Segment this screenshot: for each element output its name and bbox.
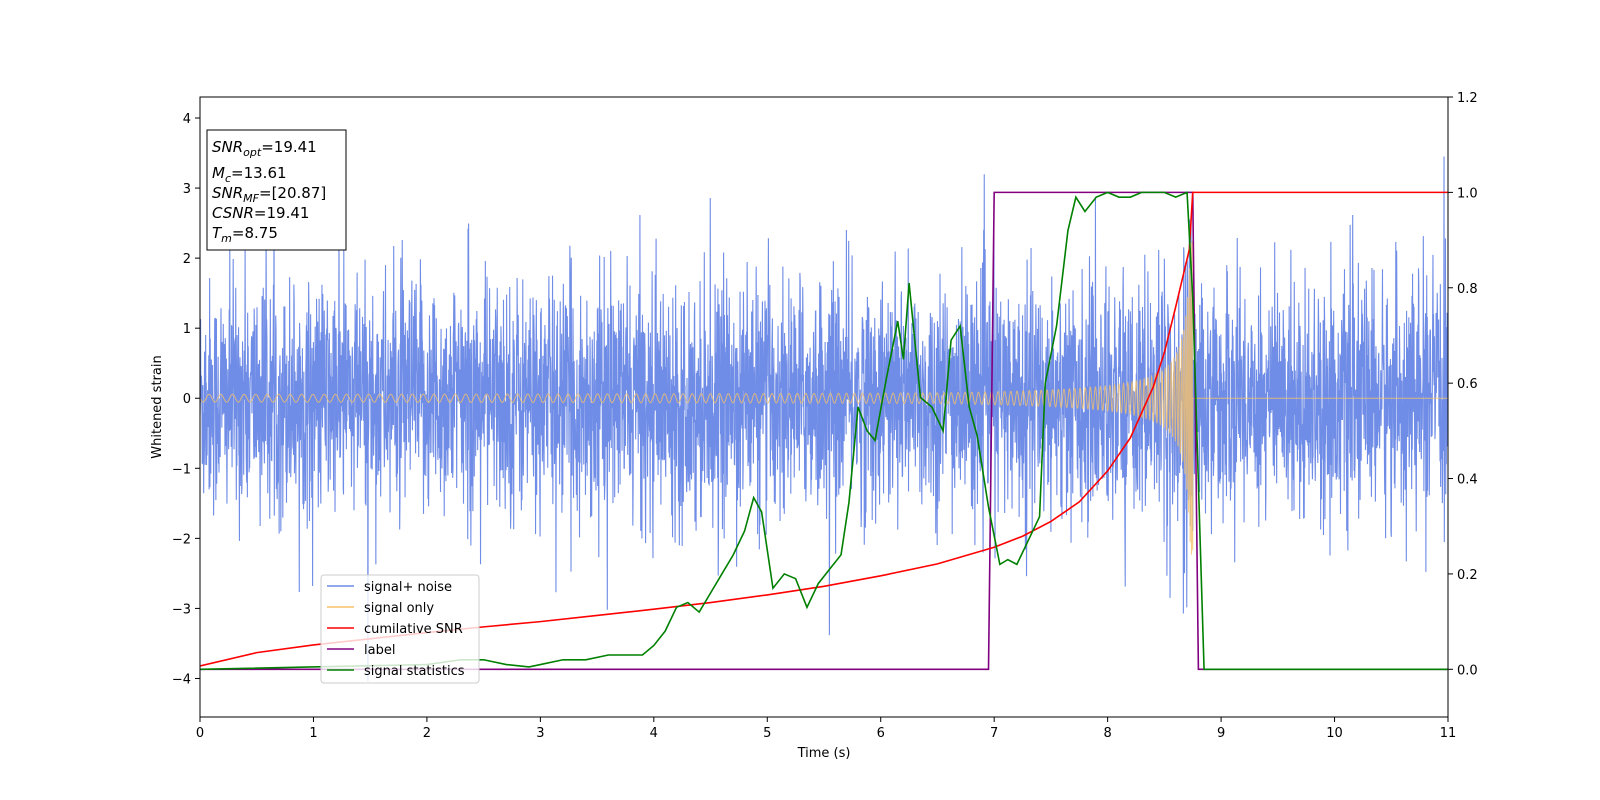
x-tick-label: 10: [1326, 726, 1343, 741]
x-tick-label: 3: [536, 726, 544, 741]
legend: signal+ noise signal only cumilative SNR la…: [320, 574, 480, 684]
y2-tick-label: 1.2: [1457, 91, 1478, 106]
y-tick-label: 3: [183, 182, 191, 197]
series-signal-noise-line: [200, 156, 1448, 682]
series-signal-only-line: [200, 241, 1448, 555]
legend-label: signal only: [364, 601, 434, 616]
y-tick-label: −2: [172, 532, 191, 547]
plot-frame: [199, 96, 1449, 718]
info-box-entry: SNRMF=[20.87]: [212, 184, 326, 205]
y-tick-label: 0: [183, 392, 191, 407]
y-tick-label: −1: [172, 462, 191, 477]
y-tick-label: 1: [183, 322, 191, 337]
x-tick-label: 7: [990, 726, 998, 741]
info-box-frame: [206, 129, 347, 251]
x-axis-label: Time (s): [797, 746, 851, 761]
legend-label: signal statistics: [364, 664, 465, 679]
info-box-entry: CSNR=19.41: [212, 204, 309, 222]
y2-tick-label: 0.2: [1457, 568, 1478, 583]
y-tick-label: 2: [183, 252, 191, 267]
legend-label: label: [364, 643, 395, 658]
info-box: SNRopt=19.41 Mc=13.61SNRMF=[20.87]CSNR=19…: [206, 129, 347, 251]
legend-frame: [320, 574, 480, 684]
x-tick-label: 8: [1103, 726, 1111, 741]
x-tick-label: 4: [650, 726, 658, 741]
info-box-entry: Tm=8.75: [212, 224, 278, 245]
x-tick-label: 11: [1440, 726, 1457, 741]
x-tick-label: 1: [309, 726, 317, 741]
y2-tick-label: 0.0: [1457, 663, 1478, 678]
info-box-entry: SNRopt=19.41: [212, 138, 317, 159]
info-box-entry: Mc=13.61: [212, 164, 287, 185]
x-tick-label: 2: [423, 726, 431, 741]
x-tick-label: 9: [1217, 726, 1225, 741]
legend-label: signal+ noise: [364, 580, 452, 595]
legend-label: cumilative SNR: [364, 622, 463, 637]
y-axis-label: Whitened strain: [150, 355, 165, 458]
y-tick-label: −3: [172, 602, 191, 617]
series-signal-statistics-line: [200, 191, 1448, 671]
x-tick-label: 6: [877, 726, 885, 741]
y2-tick-label: 0.8: [1457, 282, 1478, 297]
y2-tick-label: 0.4: [1457, 473, 1478, 488]
y-tick-label: 4: [183, 112, 191, 127]
x-tick-label: 5: [763, 726, 771, 741]
y2-tick-label: 1.0: [1457, 186, 1478, 201]
y2-tick-label: 0.6: [1457, 377, 1478, 392]
axes-layer: 0 1 2 3 4 5 6 7 8 9 10 11 −4 −3 −2 −1 0 1 2 3 4 0.0 0.2 0.4 0.6 0…: [172, 91, 1478, 741]
y-tick-label: −4: [172, 672, 191, 687]
x-tick-label: 0: [196, 726, 204, 741]
